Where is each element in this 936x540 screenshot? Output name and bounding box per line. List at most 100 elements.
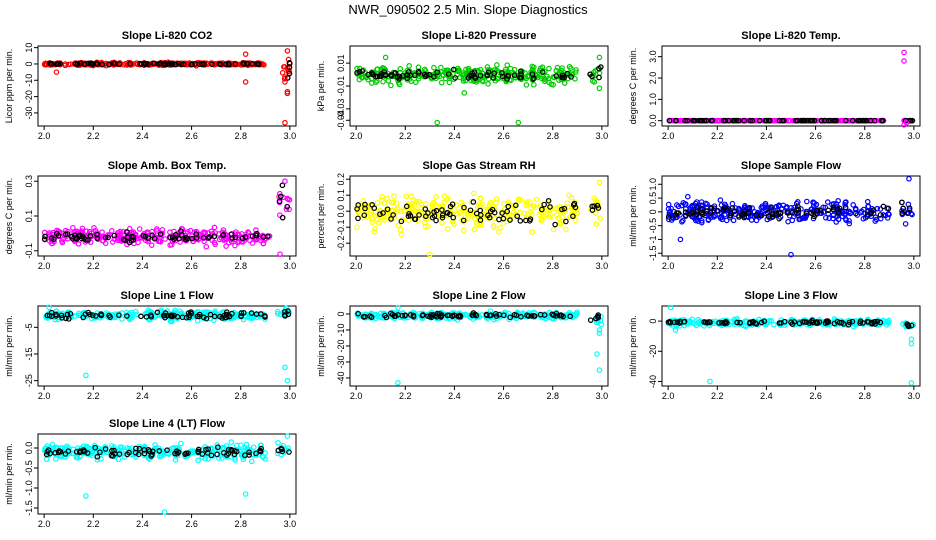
y-tick-label: 2.0 — [648, 72, 658, 85]
data-point — [566, 214, 573, 221]
y-tick-label: 0.0 — [336, 205, 346, 218]
y-axis-label: kPa per min. — [316, 61, 326, 112]
data-point — [486, 203, 493, 210]
data-point — [517, 209, 523, 215]
data-point — [554, 212, 560, 218]
hourly-mean-point — [471, 69, 478, 75]
hourly-mean-point — [424, 72, 430, 79]
hourly-mean-point — [818, 117, 825, 124]
x-tick-label: 2.2 — [399, 131, 412, 141]
data-point — [864, 198, 871, 205]
hourly-mean-point — [439, 207, 445, 213]
data-point — [573, 67, 579, 73]
hourly-mean-point — [863, 117, 870, 124]
hourly-mean-point — [587, 317, 594, 323]
hourly-mean-point — [830, 117, 837, 124]
data-point — [902, 221, 909, 227]
data-point — [162, 236, 168, 242]
hourly-mean-point — [530, 76, 537, 82]
data-point — [445, 73, 452, 80]
hourly-mean-point — [199, 61, 205, 68]
data-point — [120, 228, 126, 235]
data-point — [786, 117, 793, 124]
x-tick-label: 2.6 — [497, 391, 510, 401]
data-point — [408, 205, 415, 212]
data-point — [439, 72, 446, 78]
y-tick-label: -20 — [336, 339, 346, 352]
hourly-mean-point — [356, 69, 363, 75]
hourly-mean-point — [161, 60, 168, 67]
hourly-mean-point — [596, 65, 602, 72]
outlier-point — [596, 179, 603, 186]
data-point — [572, 69, 579, 75]
data-point — [397, 226, 404, 233]
data-point — [168, 241, 175, 248]
data-point — [203, 243, 210, 250]
panel-title: Slope Li-820 CO2 — [122, 30, 212, 42]
data-point — [223, 243, 229, 249]
data-point — [531, 203, 537, 209]
outlier-point — [83, 493, 89, 499]
x-tick-label: 2.8 — [858, 391, 871, 401]
hourly-mean-point — [821, 117, 828, 124]
data-point — [401, 208, 407, 215]
scatter-series — [665, 175, 915, 258]
x-tick-label: 2.0 — [662, 131, 675, 141]
hourly-mean-point — [220, 231, 227, 238]
y-tick-label: 0.1 — [336, 189, 346, 202]
hourly-mean-point — [116, 61, 122, 67]
x-tick-label: 2.0 — [662, 391, 675, 401]
data-point — [130, 61, 137, 67]
hourly-mean-point — [763, 117, 770, 124]
hourly-mean-point — [241, 61, 247, 67]
data-point — [70, 224, 76, 231]
data-point — [408, 193, 415, 200]
hourly-mean-point — [178, 228, 184, 234]
hourly-mean-point — [460, 217, 467, 224]
data-point — [430, 200, 436, 207]
data-point — [665, 201, 672, 208]
panel-title: Slope Line 2 Flow — [433, 290, 526, 302]
hourly-mean-point — [225, 60, 232, 67]
hourly-mean-point — [371, 205, 378, 211]
data-point — [510, 212, 517, 219]
data-point — [228, 439, 235, 445]
y-axis-label: degrees C per min. — [628, 48, 638, 125]
y-axis-label: ml/min per min. — [4, 443, 14, 505]
data-point — [187, 227, 194, 234]
hourly-mean-point — [373, 73, 379, 80]
plot-frame — [661, 45, 921, 127]
data-point — [381, 200, 388, 207]
data-point — [804, 198, 810, 205]
data-point — [850, 202, 856, 208]
data-point — [546, 65, 552, 72]
hourly-mean-point — [439, 214, 446, 221]
scatter-series — [665, 304, 917, 386]
data-point — [406, 63, 412, 69]
chart-panel-4: Slope Amb. Box Temp. 2.0 2.2 2.4 2.6 2.8 3.0 -0… — [4, 160, 297, 271]
hourly-mean-point — [529, 71, 536, 77]
y-tick-label: 3.0 — [648, 50, 658, 63]
x-tick-label: 3.0 — [284, 261, 297, 271]
hourly-mean-point — [232, 61, 239, 67]
panel-title: Slope Gas Stream RH — [422, 160, 535, 172]
hourly-mean-point — [286, 70, 293, 77]
outlier-point — [908, 340, 915, 347]
hourly-mean-point — [484, 72, 490, 78]
data-point — [492, 67, 498, 73]
data-point — [493, 196, 500, 203]
data-point — [460, 70, 467, 76]
hourly-mean-point — [561, 205, 568, 212]
hourly-mean-point — [594, 202, 601, 209]
hourly-mean-point — [404, 72, 411, 78]
outlier-point — [594, 351, 600, 357]
hourly-mean-point — [800, 117, 806, 124]
chart-panel-3: Slope Li-820 Temp. 2.0 2.2 2.4 2.6 2.8 3.0 0.0 1… — [628, 30, 921, 141]
data-point — [559, 214, 565, 220]
data-point — [232, 231, 239, 237]
hourly-mean-point — [167, 234, 173, 240]
chart-panel-5: Slope Gas Stream RH 2.0 2.2 2.4 2.6 2.8 3.0 -0.… — [316, 160, 609, 271]
x-tick-label: 2.0 — [38, 519, 51, 529]
y-tick-label: 10 — [24, 43, 34, 53]
